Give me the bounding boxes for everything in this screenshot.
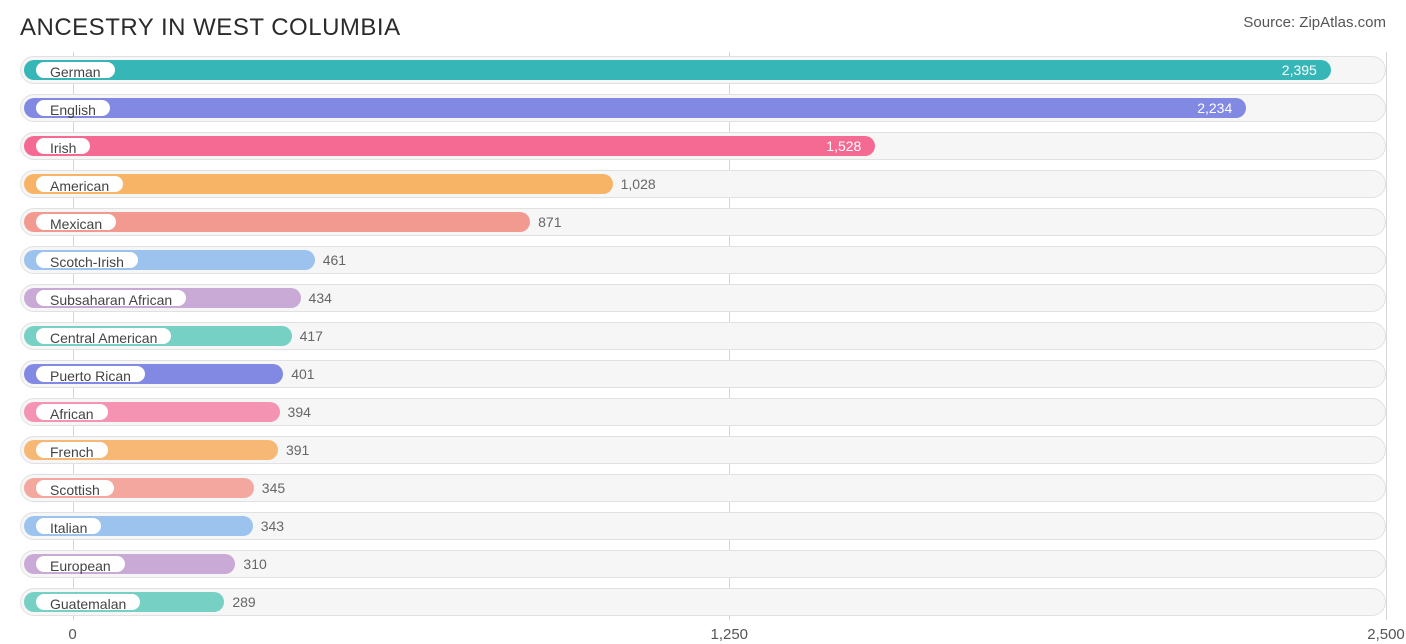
bar-value: 1,028 <box>621 174 656 194</box>
bar-value: 289 <box>232 592 255 612</box>
bar-label-pill: German <box>34 60 117 80</box>
chart: German 2,395 English 2,234 Irish 1,528 America… <box>0 48 1406 644</box>
bar-label-pill: French <box>34 440 110 460</box>
x-tick: 1,250 <box>710 626 748 643</box>
bar-label-pill: Scotch-Irish <box>34 250 140 270</box>
bar-value: 461 <box>323 250 346 270</box>
chart-area: German 2,395 English 2,234 Irish 1,528 America… <box>20 52 1386 620</box>
x-axis: 01,2502,500 <box>20 626 1386 644</box>
bar-value: 310 <box>243 554 266 574</box>
bar-row: German 2,395 <box>20 52 1386 88</box>
bar-label-pill: Puerto Rican <box>34 364 147 384</box>
bar-value: 871 <box>538 212 561 232</box>
source-label: Source: <box>1243 14 1295 31</box>
bar-row: Puerto Rican 401 <box>20 356 1386 392</box>
bar-row: Italian 343 <box>20 508 1386 544</box>
bar-value: 401 <box>291 364 314 384</box>
bar-value: 2,234 <box>1197 98 1232 118</box>
bar-label-pill: Subsaharan African <box>34 288 188 308</box>
bar <box>24 60 1331 80</box>
bar-value: 343 <box>261 516 284 536</box>
bar-value: 2,395 <box>1282 60 1317 80</box>
bar-row: Scottish 345 <box>20 470 1386 506</box>
bar-label-pill: Guatemalan <box>34 592 142 612</box>
bar-row: French 391 <box>20 432 1386 468</box>
bar-label-pill: English <box>34 98 112 118</box>
bar-label-pill: American <box>34 174 125 194</box>
source-value: ZipAtlas.com <box>1299 14 1386 31</box>
bar-label-pill: Scottish <box>34 478 116 498</box>
bar-row: Subsaharan African 434 <box>20 280 1386 316</box>
bar-row: Scotch-Irish 461 <box>20 242 1386 278</box>
bar-row: Irish 1,528 <box>20 128 1386 164</box>
bar-row: Guatemalan 289 <box>20 584 1386 620</box>
bar-value: 394 <box>288 402 311 422</box>
chart-rows: German 2,395 English 2,234 Irish 1,528 America… <box>20 52 1386 620</box>
bar-value: 345 <box>262 478 285 498</box>
x-tick: 2,500 <box>1367 626 1405 643</box>
bar-track <box>20 588 1386 616</box>
header: ANCESTRY IN WEST COLUMBIA Source: ZipAtl… <box>0 0 1406 48</box>
bar-value: 391 <box>286 440 309 460</box>
bar-row: Central American 417 <box>20 318 1386 354</box>
bar-label-pill: African <box>34 402 110 422</box>
bar-row: English 2,234 <box>20 90 1386 126</box>
bar-label-pill: Central American <box>34 326 173 346</box>
x-tick: 0 <box>68 626 76 643</box>
bar-row: American 1,028 <box>20 166 1386 202</box>
bar-label-pill: European <box>34 554 127 574</box>
source: Source: ZipAtlas.com <box>1243 14 1386 31</box>
bar-row: Mexican 871 <box>20 204 1386 240</box>
bar <box>24 136 875 156</box>
grid-line <box>1386 52 1387 620</box>
bar <box>24 98 1246 118</box>
bar-row: European 310 <box>20 546 1386 582</box>
bar-label-pill: Irish <box>34 136 92 156</box>
bar-label-pill: Mexican <box>34 212 118 232</box>
bar-value: 1,528 <box>826 136 861 156</box>
bar-row: African 394 <box>20 394 1386 430</box>
chart-title: ANCESTRY IN WEST COLUMBIA <box>20 14 401 42</box>
bar-value: 417 <box>300 326 323 346</box>
bar-value: 434 <box>309 288 332 308</box>
bar-label-pill: Italian <box>34 516 103 536</box>
